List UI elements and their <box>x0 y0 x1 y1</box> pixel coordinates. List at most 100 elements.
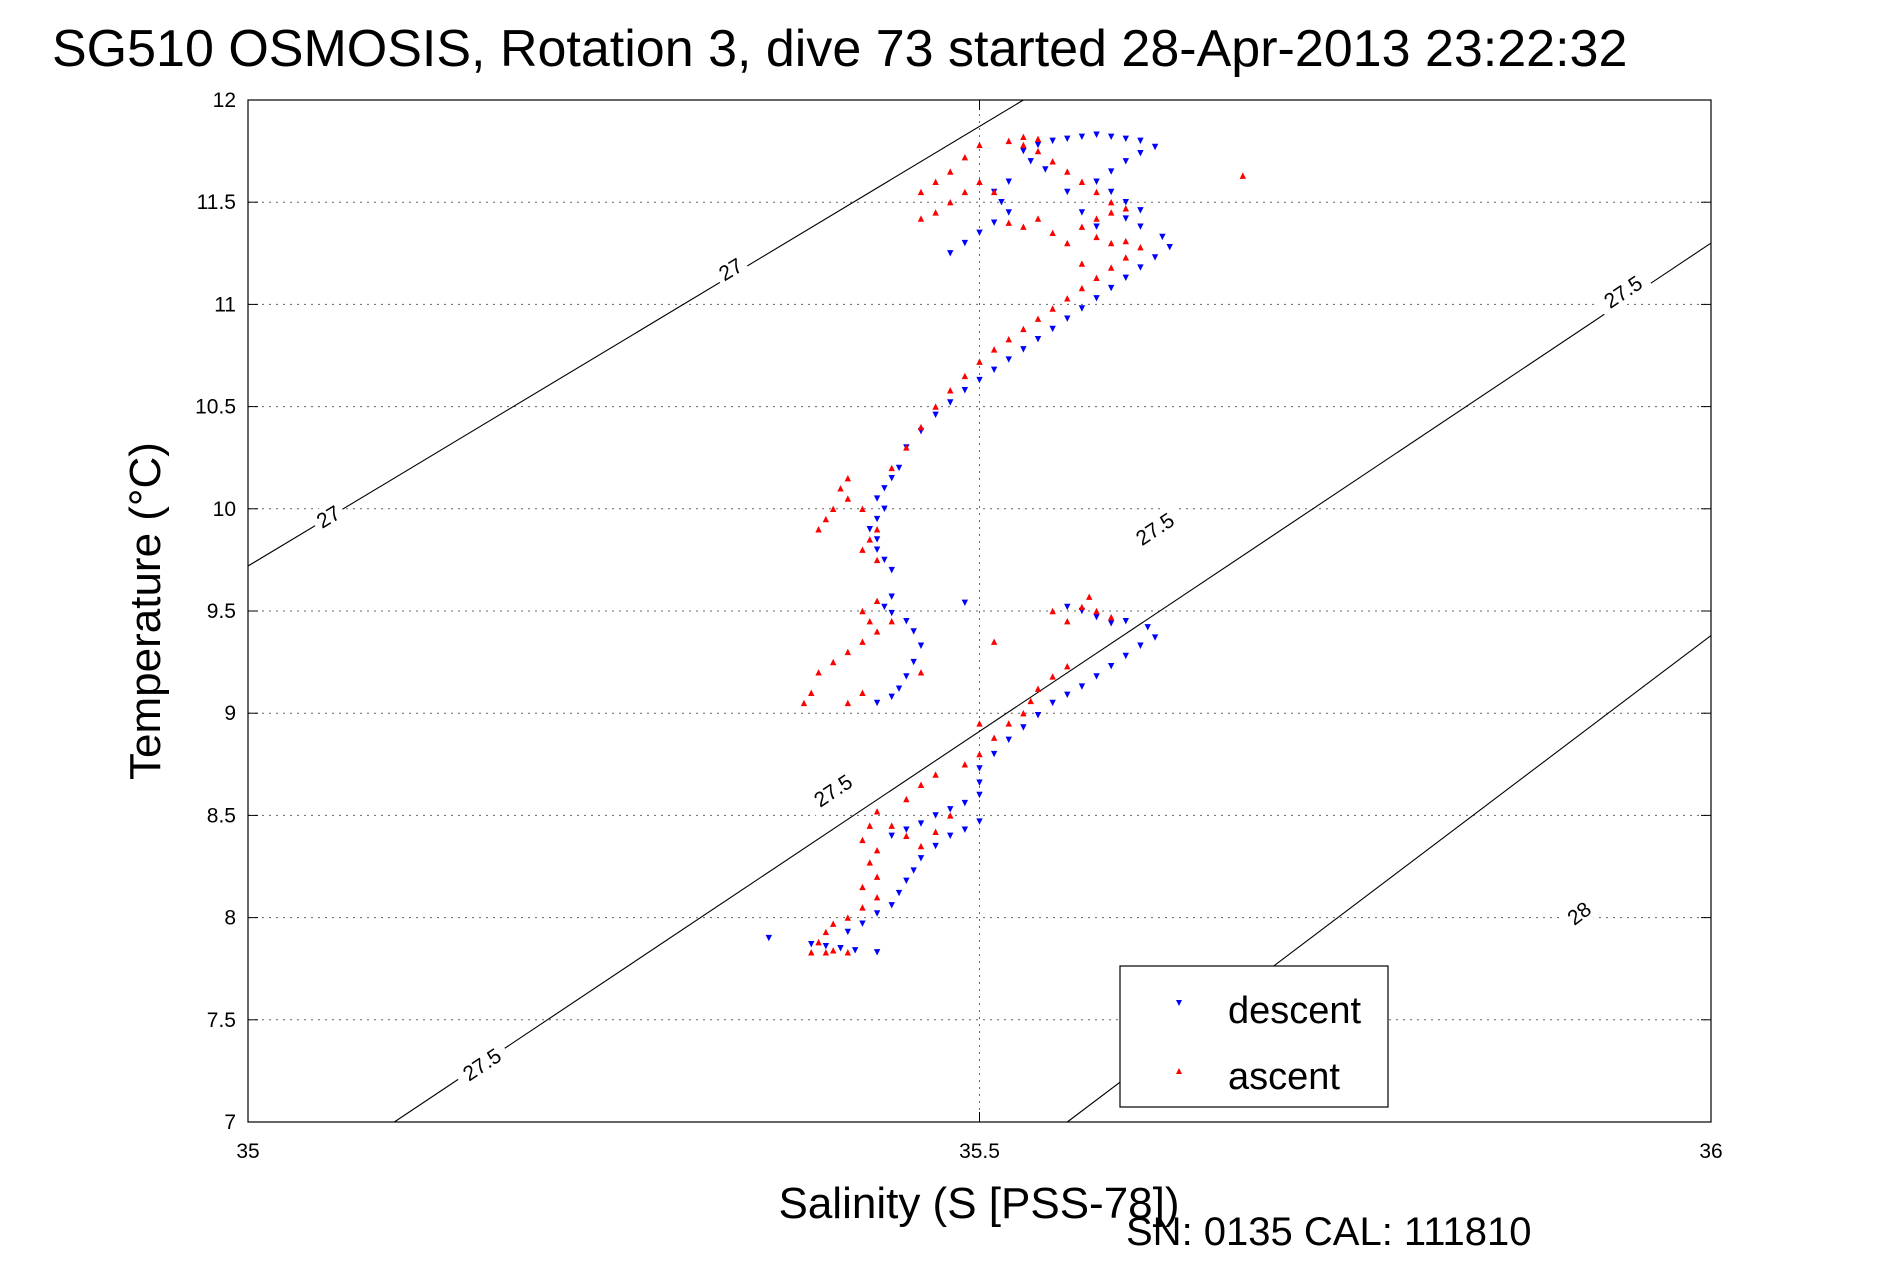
descent-point <box>1166 243 1173 251</box>
isopycnal-label: 27.5 <box>1125 503 1186 555</box>
descent-point <box>873 699 881 707</box>
descent-point <box>1034 141 1042 149</box>
descent-point <box>1020 147 1027 155</box>
descent-point <box>1107 284 1115 292</box>
ascent-point <box>830 505 837 512</box>
descent-point <box>990 750 998 758</box>
isopycnal-label: 27.5 <box>1593 266 1654 318</box>
ascent-point <box>873 873 881 880</box>
density-contours: 27 27 27.5 27.5 27.5 27.5 28 <box>247 99 1712 1123</box>
descent-point <box>895 685 903 692</box>
descent-point <box>990 366 998 374</box>
descent-point <box>1093 613 1100 621</box>
descent-point <box>1078 133 1086 140</box>
descent-point <box>903 877 910 885</box>
ascent-point <box>976 750 983 758</box>
descent-point <box>976 779 983 786</box>
ascent-point <box>1137 243 1144 251</box>
descent-point <box>1005 178 1012 185</box>
ascent-point <box>1093 188 1100 196</box>
ascent-point <box>990 638 998 645</box>
descent-point <box>888 474 895 482</box>
ascent-point <box>859 505 866 512</box>
x-tick-label: 35.5 <box>959 1140 1000 1163</box>
descent-point <box>895 464 903 472</box>
ascent-point <box>1107 209 1115 216</box>
descent-point <box>1078 209 1086 216</box>
descent-point <box>1049 137 1056 145</box>
descent-point <box>932 411 939 418</box>
ascent-point <box>866 536 873 543</box>
legend-descent-marker <box>1176 1000 1182 1006</box>
ascent-point <box>873 893 881 901</box>
ascent-point <box>1034 135 1042 143</box>
isopycnal-label-bg <box>803 765 864 817</box>
isopycnal-label-bg <box>1125 503 1186 555</box>
ascent-point <box>808 689 815 696</box>
descent-point <box>873 515 881 523</box>
ascent-point <box>800 699 808 707</box>
ascent-point <box>990 188 998 196</box>
descent-point <box>873 546 881 553</box>
descent-point <box>1122 618 1129 625</box>
ascent-point <box>1020 223 1027 230</box>
ascent-point <box>1107 613 1115 621</box>
serial-calibration-note: SN: 0135 CAL: 111810 <box>1126 1210 1531 1254</box>
descent-point <box>1093 295 1100 302</box>
descent-point <box>998 199 1005 206</box>
ascent-point <box>1049 305 1056 312</box>
descent-point <box>1151 143 1159 151</box>
ascent-point <box>976 178 983 185</box>
y-tick-label: 9 <box>224 702 236 725</box>
y-tick-label: 10.5 <box>195 396 236 419</box>
ascent-point <box>1093 274 1100 282</box>
descent-point <box>917 642 925 649</box>
descent-point <box>976 229 983 237</box>
descent-point <box>808 940 815 948</box>
descent-point <box>873 536 881 543</box>
ascent-point <box>822 928 830 936</box>
descent-point <box>1122 199 1129 206</box>
ascent-point <box>873 846 881 854</box>
ascent-point <box>873 597 881 604</box>
ascent-point <box>1020 325 1027 333</box>
descent-point <box>903 618 910 625</box>
descent-point <box>1020 346 1027 353</box>
y-tick-label: 11 <box>214 293 236 316</box>
descent-point <box>903 826 910 833</box>
ascent-point <box>947 812 954 819</box>
legend-ascent-label: ascent <box>1228 1056 1340 1098</box>
descent-point <box>1137 149 1144 157</box>
descent-point <box>1005 209 1012 216</box>
ascent-point <box>1049 158 1056 165</box>
ascent-point <box>1034 315 1042 322</box>
ascent-point <box>859 607 866 615</box>
ascent-point <box>1064 239 1071 247</box>
descent-point <box>1093 131 1100 138</box>
ascent-point <box>859 546 866 553</box>
ascent-point <box>947 199 954 206</box>
legend-box <box>1119 965 1389 1108</box>
descent-point <box>765 934 773 942</box>
legend: descent ascent <box>1119 965 1389 1108</box>
isopycnal-label: 27 <box>710 251 751 289</box>
legend-ascent-marker <box>1176 1068 1182 1074</box>
isopycnal-line <box>393 242 1712 1123</box>
ascent-point <box>990 346 998 353</box>
descent-point <box>866 526 873 533</box>
ascent-point <box>873 526 881 533</box>
ascent-point <box>917 215 925 222</box>
isopycnal-label: 27.5 <box>452 1039 513 1091</box>
y-tick-label: 9.5 <box>207 600 236 623</box>
descent-point <box>881 505 888 512</box>
ascent-point <box>1064 168 1071 175</box>
ascent-point <box>873 556 881 564</box>
descent-point <box>961 387 969 394</box>
descent-point <box>947 806 954 813</box>
descent-point <box>1144 624 1151 631</box>
descent-point <box>1159 233 1166 241</box>
x-tick-label: 35 <box>236 1140 259 1163</box>
descent-point <box>895 889 903 897</box>
ascent-point <box>1093 607 1100 615</box>
